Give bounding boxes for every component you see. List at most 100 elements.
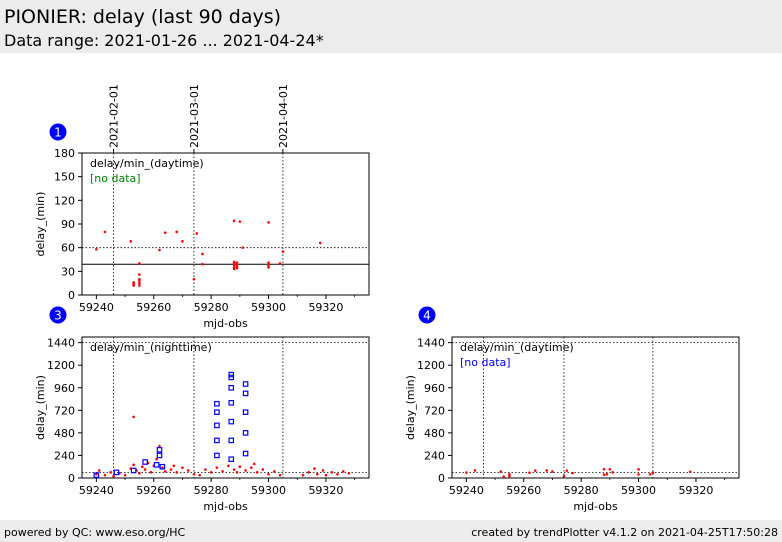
legend-label: delay/min_(daytime) [460,341,574,354]
x-tick-label: 59280 [194,484,229,497]
data-point [201,262,204,266]
plot-frame [451,336,740,479]
y-tick-label: 90 [61,218,75,231]
data-point [502,475,505,478]
data-point [242,409,249,416]
data-point [132,463,135,467]
data-point [214,422,220,429]
data-point [551,470,554,473]
data-point [201,252,204,256]
trend-plots: 1 2021-02-01 2021-03-01 2021-04-01 59240 5926… [34,84,740,513]
data-point [232,266,236,269]
data-point [508,472,511,476]
x-tick-label: 59240 [79,301,114,314]
y-tick-label: 960 [424,382,445,395]
data-point [149,471,153,474]
x-tick-label: 59280 [564,484,599,497]
panel-badge [49,306,67,324]
panel-badge [49,123,67,141]
y-tick-label: 480 [424,427,445,440]
data-point [324,473,328,477]
data-point [250,466,253,469]
footer-generated: created by trendPlotter v4.1.2 on 2021-0… [471,526,778,539]
data-point [142,459,148,465]
data-point [242,450,249,457]
data-point [192,277,196,281]
data-point [181,240,184,243]
y-tick-label: 0 [68,472,75,485]
data-point [156,447,163,453]
data-point [228,371,235,378]
data-point [172,464,176,468]
data-point [95,472,98,476]
data-point [278,473,282,477]
data-point [336,472,339,476]
y-tick-label: 1200 [47,359,75,372]
y-tick-label: 240 [424,449,445,462]
data-point [562,474,566,478]
x-tick-label: 59300 [251,301,286,314]
data-point [161,466,164,469]
data-point [341,470,345,473]
x-tick-label: 59300 [621,484,656,497]
y-tick-label: 150 [54,171,75,184]
data-point [242,430,249,436]
data-point [132,415,135,419]
data-point [318,241,322,245]
data-point [244,469,247,472]
data-point [209,471,213,474]
data-point [228,437,235,444]
data-point [129,240,133,243]
x-axis-label: mjd-obs [203,317,248,330]
data-point [169,468,173,471]
data-point [307,471,311,474]
date-marker-label: 2021-04-01 [277,84,290,148]
data-point [637,468,640,471]
data-point [533,469,537,472]
data-point [113,469,120,476]
data-point [163,470,167,473]
data-point [272,470,276,473]
data-point [545,469,549,472]
data-point [241,246,245,249]
data-point [651,471,655,475]
data-point [281,250,285,253]
no-data-note: [no data] [90,172,141,185]
data-point [153,462,160,468]
data-point [155,457,158,461]
data-point [255,471,259,474]
data-point [267,221,270,224]
data-point [215,466,219,469]
data-point [242,390,249,397]
data-point [278,262,282,265]
data-point [138,472,141,475]
data-point [313,467,316,470]
data-point [571,471,574,475]
data-point [192,472,196,476]
data-point [252,462,256,466]
y-axis-label: delay_(min) [34,192,47,257]
chart-panel-3: 3 59240 59260 59280 59300 59320 0 240 480 720 960 1… [34,306,370,513]
y-tick-label: 0 [438,472,445,485]
legend-label: delay/min_(nighttime) [90,341,212,354]
data-point [95,247,98,251]
y-axis-label: delay_(min) [404,375,417,440]
data-point [330,471,333,474]
data-point [242,381,249,387]
page-footer: powered by QC: www.eso.org/HC created by… [0,520,782,542]
y-axis-label: delay_(min) [34,375,47,440]
y-tick-label: 180 [54,147,75,160]
data-point [228,374,235,381]
data-point [528,471,531,474]
y-tick-label: 1440 [417,337,445,350]
data-point [238,220,242,223]
x-tick-label: 59240 [449,484,484,497]
data-point [321,469,325,472]
panel-badge [418,306,436,324]
data-point [473,469,477,472]
data-point [103,473,107,477]
panel-badge-label: 1 [54,126,62,140]
data-point [138,273,141,276]
x-tick-label: 59300 [251,484,286,497]
y-tick-label: 720 [424,404,445,417]
